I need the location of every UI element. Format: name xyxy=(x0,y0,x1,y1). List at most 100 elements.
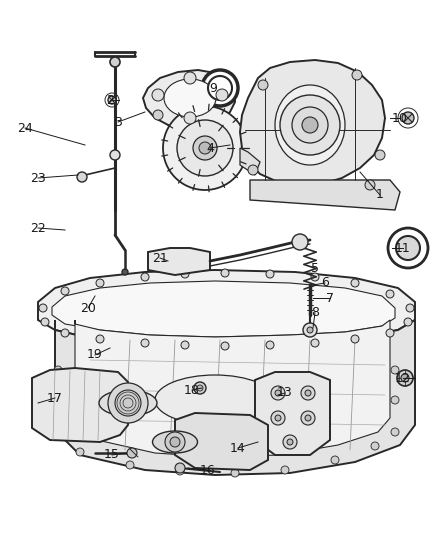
Circle shape xyxy=(175,463,185,473)
Text: 8: 8 xyxy=(311,306,319,319)
Circle shape xyxy=(176,467,184,475)
Circle shape xyxy=(351,279,359,287)
Text: 16: 16 xyxy=(200,464,216,477)
Ellipse shape xyxy=(99,390,157,416)
Circle shape xyxy=(115,390,141,416)
Circle shape xyxy=(54,396,62,404)
Text: 5: 5 xyxy=(311,262,319,274)
Ellipse shape xyxy=(275,85,345,165)
Circle shape xyxy=(283,435,297,449)
Circle shape xyxy=(110,150,120,160)
Text: 15: 15 xyxy=(104,448,120,462)
Text: 21: 21 xyxy=(152,252,168,264)
Text: 24: 24 xyxy=(17,122,33,134)
Circle shape xyxy=(287,439,293,445)
Circle shape xyxy=(96,335,104,343)
Text: 3: 3 xyxy=(114,116,122,128)
Polygon shape xyxy=(75,320,390,457)
Circle shape xyxy=(402,112,414,124)
Circle shape xyxy=(61,287,69,295)
Circle shape xyxy=(61,329,69,337)
Circle shape xyxy=(386,329,394,337)
Circle shape xyxy=(170,437,180,447)
Circle shape xyxy=(76,448,84,456)
Text: 23: 23 xyxy=(30,172,46,184)
Ellipse shape xyxy=(152,431,198,453)
Text: 11: 11 xyxy=(395,241,411,254)
Circle shape xyxy=(152,89,164,101)
Circle shape xyxy=(181,270,189,278)
Circle shape xyxy=(54,421,62,429)
Circle shape xyxy=(153,110,163,120)
Polygon shape xyxy=(38,270,415,344)
Circle shape xyxy=(221,269,229,277)
Circle shape xyxy=(281,466,289,474)
Circle shape xyxy=(280,95,340,155)
Text: 4: 4 xyxy=(206,141,214,155)
Circle shape xyxy=(248,165,258,175)
Text: 7: 7 xyxy=(326,292,334,304)
Circle shape xyxy=(352,70,362,80)
Circle shape xyxy=(391,428,399,436)
Circle shape xyxy=(396,236,420,260)
Circle shape xyxy=(266,341,274,349)
Circle shape xyxy=(275,415,281,421)
Circle shape xyxy=(193,136,217,160)
Circle shape xyxy=(141,273,149,281)
Circle shape xyxy=(208,76,232,100)
Circle shape xyxy=(39,304,47,312)
Text: 14: 14 xyxy=(230,441,246,455)
Circle shape xyxy=(301,411,315,425)
Circle shape xyxy=(401,374,409,382)
Circle shape xyxy=(122,269,128,275)
Circle shape xyxy=(301,386,315,400)
Circle shape xyxy=(77,172,87,182)
Circle shape xyxy=(54,366,62,374)
Circle shape xyxy=(271,386,285,400)
Circle shape xyxy=(197,385,203,391)
Polygon shape xyxy=(55,320,415,475)
Circle shape xyxy=(165,432,185,452)
Polygon shape xyxy=(143,70,235,128)
Circle shape xyxy=(404,318,412,326)
Circle shape xyxy=(181,341,189,349)
Circle shape xyxy=(216,89,228,101)
Circle shape xyxy=(391,396,399,404)
Circle shape xyxy=(388,228,428,268)
Text: 18: 18 xyxy=(184,384,200,397)
Circle shape xyxy=(311,339,319,347)
Circle shape xyxy=(331,456,339,464)
Polygon shape xyxy=(32,368,128,442)
Circle shape xyxy=(303,323,317,337)
Circle shape xyxy=(202,70,238,106)
Polygon shape xyxy=(175,413,268,470)
Circle shape xyxy=(194,382,206,394)
Text: 2: 2 xyxy=(106,93,114,107)
Circle shape xyxy=(110,57,120,67)
Circle shape xyxy=(386,290,394,298)
Circle shape xyxy=(126,461,134,469)
Circle shape xyxy=(184,112,196,124)
Polygon shape xyxy=(240,60,385,186)
Circle shape xyxy=(108,96,116,104)
Circle shape xyxy=(163,106,247,190)
Text: 20: 20 xyxy=(80,302,96,314)
Circle shape xyxy=(231,469,239,477)
Circle shape xyxy=(199,142,211,154)
Circle shape xyxy=(127,448,137,458)
Text: 17: 17 xyxy=(47,392,63,405)
Text: 9: 9 xyxy=(209,82,217,94)
Circle shape xyxy=(375,150,385,160)
Circle shape xyxy=(221,342,229,350)
Circle shape xyxy=(391,366,399,374)
Text: 19: 19 xyxy=(87,349,103,361)
Circle shape xyxy=(371,442,379,450)
Text: 12: 12 xyxy=(395,372,411,384)
Polygon shape xyxy=(148,248,210,275)
Circle shape xyxy=(302,117,318,133)
Circle shape xyxy=(292,234,308,250)
Circle shape xyxy=(406,304,414,312)
Circle shape xyxy=(397,370,413,386)
Circle shape xyxy=(305,415,311,421)
Circle shape xyxy=(311,273,319,281)
